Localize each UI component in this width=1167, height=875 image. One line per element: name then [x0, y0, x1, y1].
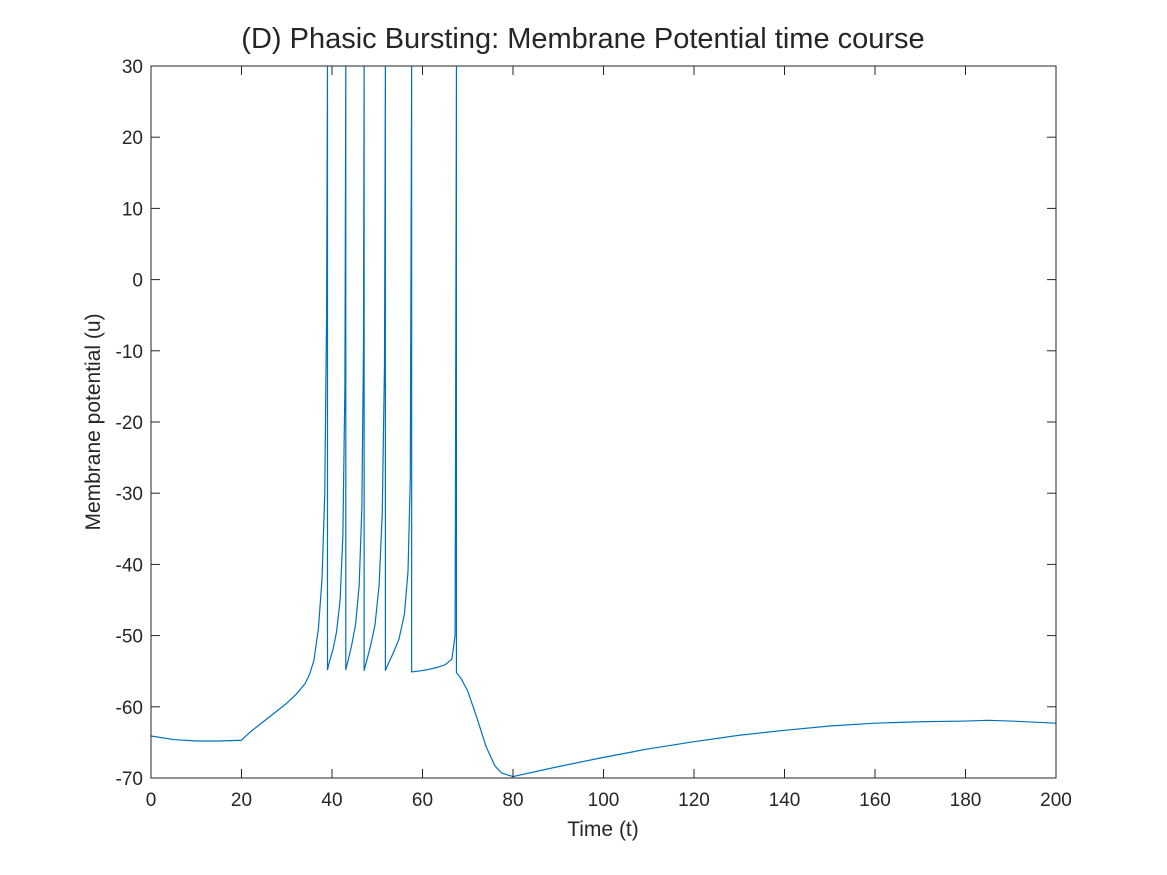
- y-tick-label: -60: [116, 698, 143, 719]
- x-tick-label: 80: [502, 790, 523, 811]
- plot-frame: [150, 65, 1057, 779]
- x-tick-label: 180: [950, 790, 982, 811]
- x-tick-label: 60: [412, 790, 433, 811]
- x-tick-label: 20: [231, 790, 252, 811]
- x-tick-label: 40: [321, 790, 342, 811]
- series-line-0: [151, 66, 1056, 778]
- y-tick-label: 10: [122, 199, 143, 220]
- x-tick-label: 0: [146, 790, 157, 811]
- chart-title: (D) Phasic Bursting: Membrane Potential …: [241, 23, 924, 55]
- series-layer: [151, 66, 1056, 778]
- x-tick-label: 160: [859, 790, 891, 811]
- y-tick-label: -20: [116, 413, 143, 434]
- y-tick-label: 30: [122, 57, 143, 78]
- y-tick-label: 20: [122, 128, 143, 149]
- y-axis-label: Membrane potential (u): [82, 313, 105, 530]
- y-tick-label: -40: [116, 555, 143, 576]
- y-axis: -70 -60 -50 -40 -30 -20 -10 0 10 20 30: [116, 57, 1056, 790]
- x-tick-label: 200: [1040, 790, 1072, 811]
- y-tick-label: -50: [116, 627, 143, 648]
- y-tick-label: -10: [116, 342, 143, 363]
- x-tick-label: 120: [678, 790, 710, 811]
- x-tick-label: 140: [769, 790, 801, 811]
- x-tick-label: 100: [588, 790, 620, 811]
- y-tick-label: 0: [132, 271, 143, 292]
- x-axis-label: Time (t): [567, 818, 639, 841]
- y-tick-label: -30: [116, 484, 143, 505]
- y-tick-label: -70: [116, 769, 143, 790]
- x-axis: 0 20 40 60 80 100 120 140 160 180 200: [146, 66, 1072, 811]
